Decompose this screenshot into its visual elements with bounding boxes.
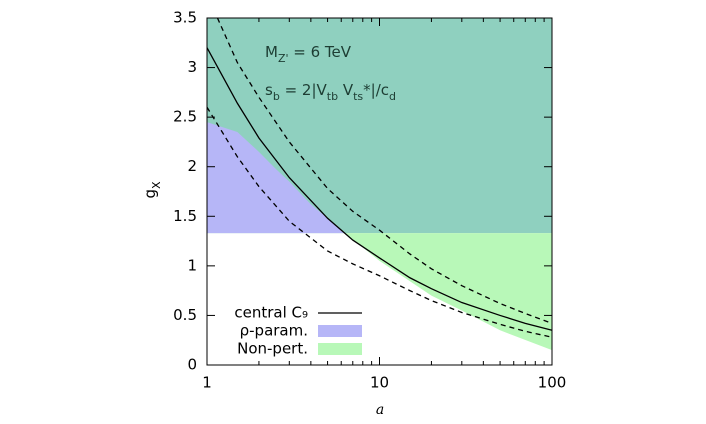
y-tick-label: 1.5 [173, 207, 197, 225]
annotation: sb = 2|Vtb Vts*|/cd [265, 81, 396, 103]
annotation-part: *|/c [363, 81, 389, 99]
annotation-part: M [265, 43, 278, 61]
y-tick-label: 0.5 [173, 306, 197, 324]
legend-label: ρ-param. [240, 322, 308, 340]
y-tick-label: 1 [187, 256, 197, 274]
y-axis-label-part: X [150, 181, 163, 189]
x-tick-label: 100 [538, 374, 567, 392]
y-tick-label: 0 [187, 356, 197, 374]
axes: 0 0.5 1 1.5 2 2.5 3 3.5 1 10 100 [173, 9, 566, 392]
annotation-part: b [273, 90, 280, 103]
annotation-part: ts [353, 90, 363, 103]
annotation-part: = 2|V [280, 81, 328, 99]
legend-label: central C₉ [234, 304, 308, 322]
y-axis-label-part: g [141, 189, 159, 199]
line [206, 47, 553, 331]
area [344, 233, 552, 351]
line [216, 17, 553, 324]
y-tick-label: 3.5 [173, 9, 197, 27]
annotation-part: d [389, 90, 396, 103]
area [207, 18, 552, 234]
annotation-part: V [338, 81, 354, 99]
lines [206, 17, 553, 338]
x-tick-label: 1 [202, 374, 212, 392]
y-tick-label: 2.5 [173, 108, 197, 126]
annotation: MZ' = 6 TeV [265, 43, 352, 65]
line [206, 106, 553, 338]
legend-label: Non-pert. [237, 340, 308, 358]
legend-swatch [318, 343, 362, 355]
annotation-part: = 6 TeV [289, 43, 352, 61]
x-axis-label: a [376, 402, 384, 418]
areas [207, 18, 552, 351]
annotation-part: s [265, 81, 273, 99]
y-tick-label: 3 [187, 58, 197, 76]
x-tick-label: 10 [370, 374, 389, 392]
area [207, 122, 345, 234]
legend-swatch [318, 325, 362, 337]
y-axis-label: gX [141, 181, 163, 199]
annotation-part: tb [327, 90, 338, 103]
y-tick-label: 2 [187, 157, 197, 175]
annotation-part: Z' [278, 52, 289, 65]
